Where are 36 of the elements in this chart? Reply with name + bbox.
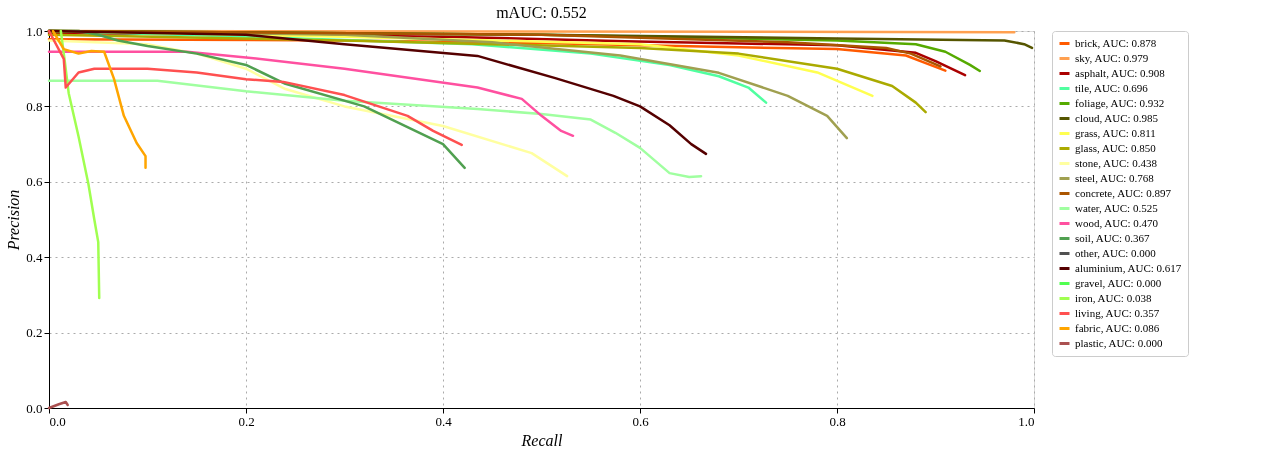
y-axis-title: Precision (5, 189, 23, 252)
legend-label: brick, AUC: 0.878 (1075, 36, 1157, 49)
legend-label: sky, AUC: 0.979 (1075, 51, 1149, 64)
y-tick-label: 0.0 (26, 400, 43, 416)
legend-label: glass, AUC: 0.850 (1075, 141, 1157, 154)
legend-label: wood, AUC: 0.470 (1075, 216, 1159, 229)
legend-label: aluminium, AUC: 0.617 (1075, 261, 1182, 274)
y-tick-label: 0.8 (26, 98, 43, 114)
y-tick-label: 0.2 (26, 325, 43, 341)
x-tick-label: 1.0 (1018, 413, 1035, 429)
legend-label: stone, AUC: 0.438 (1075, 156, 1158, 169)
legend-label: living, AUC: 0.357 (1075, 306, 1160, 319)
legend-label: iron, AUC: 0.038 (1075, 291, 1152, 304)
x-tick-label: 0.2 (238, 413, 255, 429)
y-tick-label: 0.6 (26, 174, 43, 190)
x-tick-label: 0.0 (49, 413, 66, 429)
x-tick-label: 0.8 (829, 413, 846, 429)
legend-label: asphalt, AUC: 0.908 (1075, 66, 1166, 79)
legend-label: steel, AUC: 0.768 (1075, 171, 1155, 184)
legend-label: foliage, AUC: 0.932 (1075, 96, 1165, 109)
legend-label: soil, AUC: 0.367 (1075, 231, 1151, 244)
y-tick-label: 0.4 (26, 249, 43, 265)
legend-label: cloud, AUC: 0.985 (1075, 111, 1159, 124)
y-tick-label: 1.0 (26, 23, 43, 39)
x-tick-label: 0.6 (632, 413, 650, 429)
chart-title: mAUC: 0.552 (496, 4, 587, 21)
x-tick-label: 0.4 (435, 413, 453, 429)
legend-label: fabric, AUC: 0.086 (1075, 321, 1160, 334)
legend-label: other, AUC: 0.000 (1075, 246, 1157, 259)
legend-label: gravel, AUC: 0.000 (1075, 276, 1162, 289)
legend-label: water, AUC: 0.525 (1075, 201, 1159, 214)
x-axis-title: Recall (520, 431, 563, 449)
legend-label: grass, AUC: 0.811 (1075, 126, 1156, 139)
legend-label: plastic, AUC: 0.000 (1075, 336, 1163, 349)
legend-label: concrete, AUC: 0.897 (1075, 186, 1172, 199)
legend-label: tile, AUC: 0.696 (1075, 81, 1149, 94)
